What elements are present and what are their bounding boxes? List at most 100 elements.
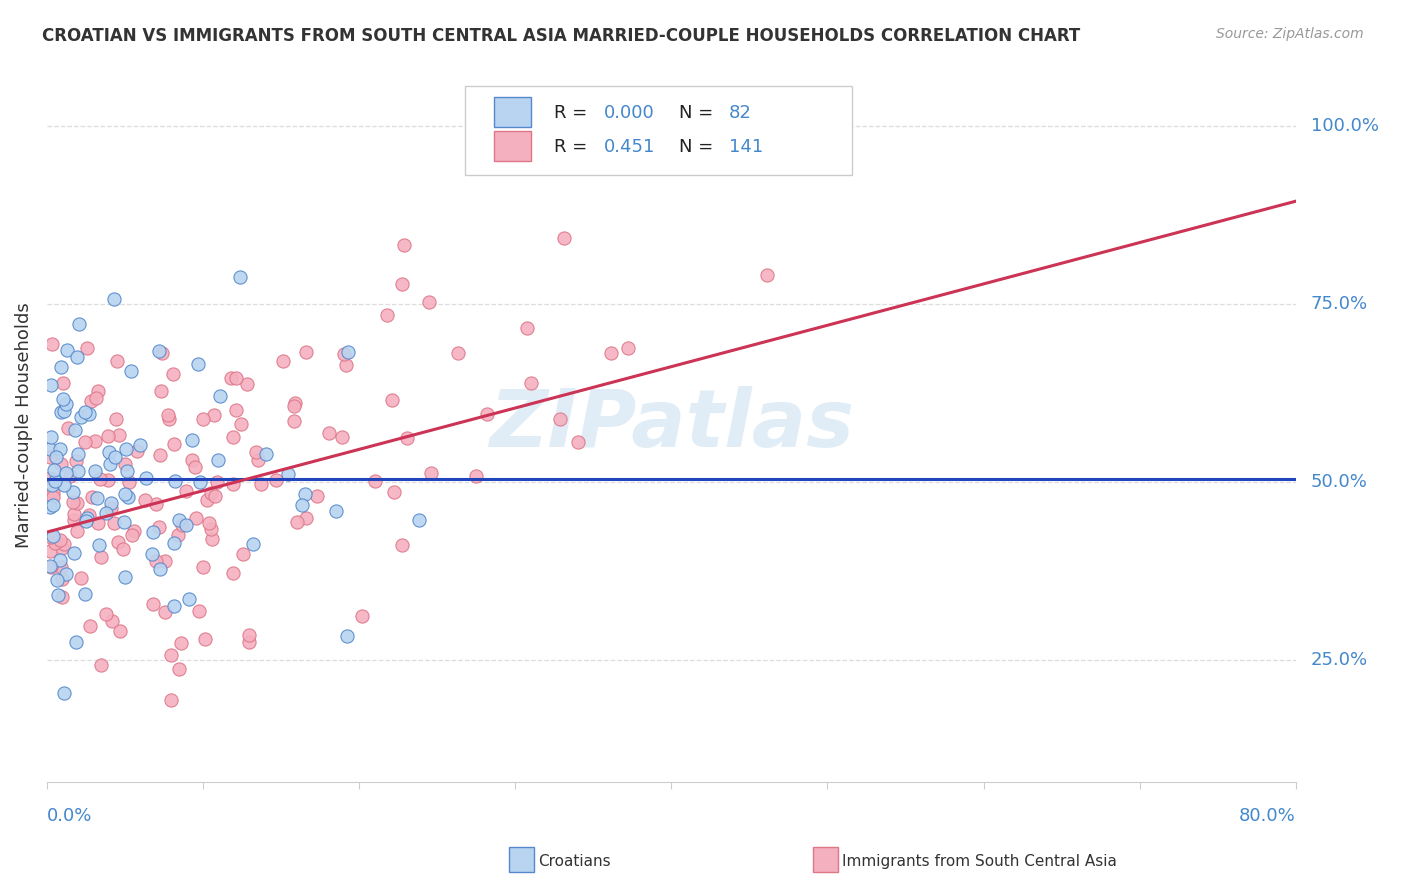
Point: [49, 559, 72, 574]
Point: [39, 558, 62, 573]
Point: [163, 436, 186, 450]
Text: 0.451: 0.451: [605, 138, 655, 156]
Text: N =: N =: [679, 103, 718, 121]
Point: [392, 238, 415, 252]
Point: [53, 477, 76, 491]
Point: [105, 412, 128, 426]
Point: [129, 438, 152, 452]
Point: [39, 471, 62, 485]
Point: [41, 477, 63, 491]
Point: [65, 351, 87, 365]
Point: [84, 434, 107, 449]
Point: [205, 475, 228, 489]
Point: [380, 393, 402, 408]
Text: 100.0%: 100.0%: [1310, 117, 1379, 135]
Point: [65, 524, 87, 539]
Y-axis label: Married-couple Households: Married-couple Households: [15, 302, 32, 548]
Point: [39, 429, 62, 443]
Point: [363, 474, 385, 488]
Point: [46, 588, 69, 602]
Point: [599, 346, 621, 360]
Point: [44, 475, 66, 489]
Point: [120, 364, 142, 378]
Point: [231, 417, 253, 432]
Point: [162, 368, 184, 382]
Point: [55, 396, 77, 410]
Point: [141, 547, 163, 561]
Point: [294, 487, 316, 501]
Point: [89, 538, 111, 552]
Point: [236, 376, 259, 391]
Point: [98, 457, 121, 471]
Point: [548, 412, 571, 426]
Point: [134, 493, 156, 508]
Point: [42, 463, 65, 477]
Point: [335, 359, 357, 373]
Point: [105, 354, 128, 368]
Point: [100, 496, 122, 510]
Point: [197, 516, 219, 530]
Point: [202, 408, 225, 422]
Text: Source: ZipAtlas.com: Source: ZipAtlas.com: [1216, 27, 1364, 41]
Point: [516, 321, 538, 335]
Bar: [813, 847, 838, 872]
Point: [553, 231, 575, 245]
Point: [42, 498, 65, 512]
Point: [222, 566, 245, 580]
Point: [408, 513, 430, 527]
Point: [222, 430, 245, 444]
Point: [283, 399, 305, 413]
Point: [114, 570, 136, 584]
Point: [336, 629, 359, 643]
Point: [254, 447, 277, 461]
Point: [39, 500, 62, 514]
Point: [305, 489, 328, 503]
Bar: [494, 97, 531, 127]
Point: [181, 453, 204, 467]
Point: [39, 450, 62, 464]
Point: [67, 317, 90, 331]
Point: [519, 376, 541, 390]
Point: [222, 476, 245, 491]
Point: [208, 389, 231, 403]
Point: [41, 529, 63, 543]
Point: [149, 562, 172, 576]
Point: [115, 464, 138, 478]
Point: [75, 514, 97, 528]
Point: [170, 636, 193, 650]
Point: [69, 409, 91, 424]
Point: [294, 511, 316, 525]
Point: [336, 345, 359, 359]
Point: [200, 485, 222, 500]
Point: [291, 499, 314, 513]
Point: [117, 490, 139, 504]
Point: [76, 511, 98, 525]
Point: [90, 657, 112, 672]
Point: [242, 537, 264, 551]
Point: [42, 490, 65, 504]
Point: [69, 571, 91, 585]
Point: [395, 431, 418, 445]
Point: [150, 345, 173, 359]
Point: [174, 518, 197, 533]
Text: 80.0%: 80.0%: [1239, 807, 1296, 825]
Point: [145, 554, 167, 568]
Point: [162, 536, 184, 550]
Point: [325, 504, 347, 518]
Point: [59, 468, 82, 483]
Point: [53, 404, 76, 418]
Point: [77, 508, 100, 522]
Point: [155, 605, 177, 619]
Point: [207, 453, 229, 467]
Point: [225, 403, 247, 417]
Point: [266, 474, 288, 488]
Point: [49, 553, 72, 567]
Text: 141: 141: [728, 138, 763, 156]
Point: [96, 607, 118, 622]
Text: 50.0%: 50.0%: [1310, 473, 1368, 491]
Point: [56, 343, 79, 358]
Point: [55, 466, 77, 480]
Point: [160, 648, 183, 662]
Point: [157, 412, 180, 426]
Point: [110, 624, 132, 639]
